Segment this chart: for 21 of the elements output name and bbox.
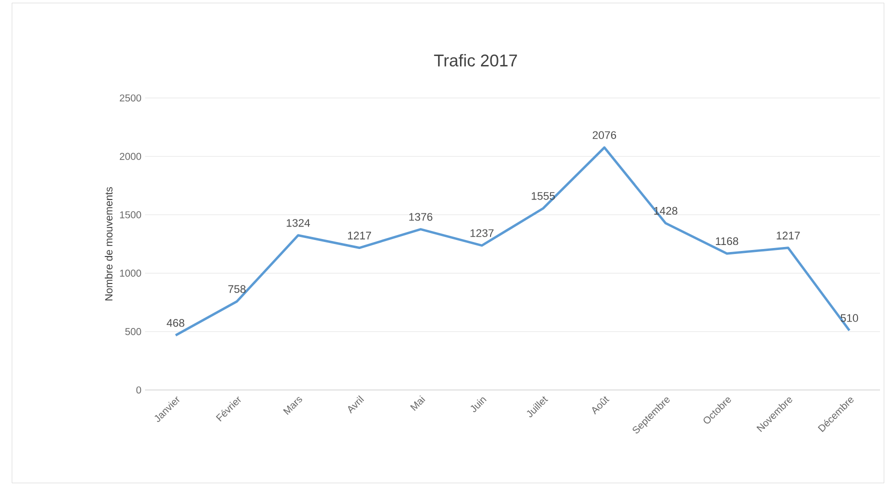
y-tick-label: 0 xyxy=(136,386,142,394)
data-label: 510 xyxy=(840,314,858,322)
data-label: 2076 xyxy=(592,131,616,139)
chart-title: Trafic 2017 xyxy=(434,54,517,66)
data-label: 1237 xyxy=(470,229,494,237)
y-tick-label: 1500 xyxy=(120,211,142,218)
data-label: 1324 xyxy=(286,219,310,227)
y-tick-label: 2000 xyxy=(120,152,142,160)
y-tick-label: 2500 xyxy=(120,94,142,102)
x-tick-label: Mai xyxy=(410,395,426,411)
data-label: 1555 xyxy=(532,192,555,200)
y-tick-label: 500 xyxy=(125,328,142,336)
x-tick-label: Juin xyxy=(470,397,487,412)
data-label: 1217 xyxy=(348,232,372,240)
data-label: 758 xyxy=(228,285,246,293)
data-label: 1217 xyxy=(776,232,800,240)
data-label: 1376 xyxy=(409,213,432,221)
data-label: 468 xyxy=(166,319,184,327)
y-tick-label: 1000 xyxy=(120,270,142,277)
y-axis-title: Nombre de mouvements xyxy=(104,187,112,300)
data-label: 1168 xyxy=(716,237,738,246)
